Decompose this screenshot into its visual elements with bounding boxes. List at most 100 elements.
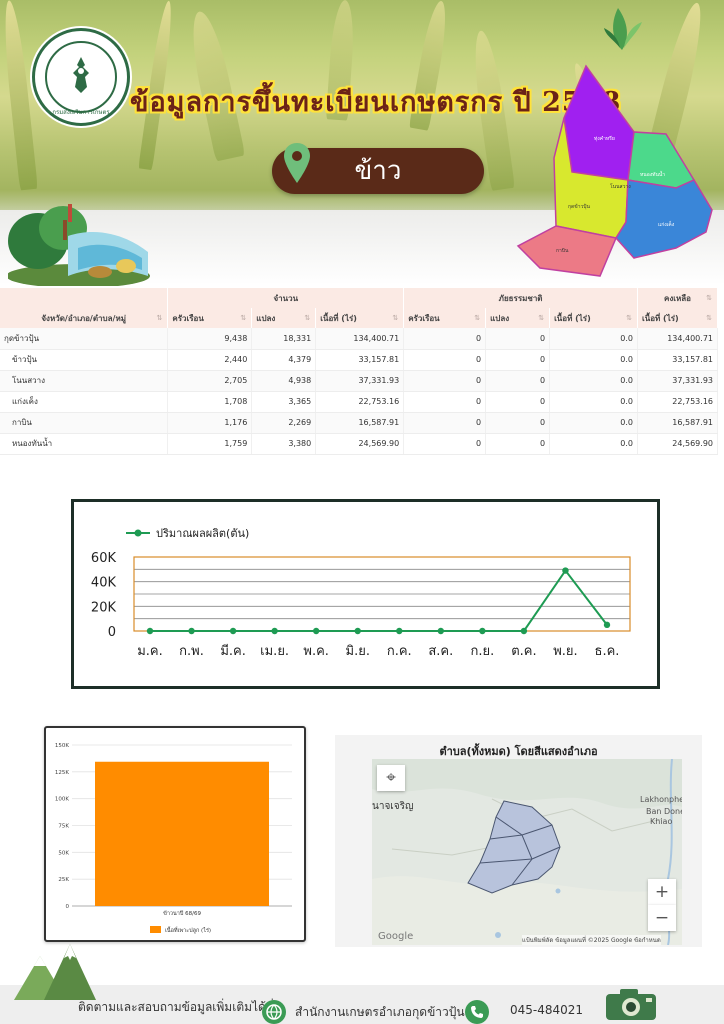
map-place-label: Lakhonpheng [640,795,682,804]
x-tick-label: ม.ค. [137,644,163,659]
column-header-disaster-plots[interactable]: แปลง ⇅ [485,308,551,328]
table-cell-value: 33,157.81 [315,349,405,371]
subdistrict-map[interactable]: ⌖ นาจเจริญ Lakhonpheng Ban Done Khiao + … [372,759,682,945]
mountain-icon [14,944,96,1000]
table-cell-value: 0.0 [549,349,638,371]
google-logo: Google [378,931,414,942]
sort-icon: ⇅ [474,314,480,322]
table-cell-value: 1,708 [167,391,253,413]
x-tick-label: ก.ย. [470,644,494,659]
table-cell-value: 0 [403,412,487,434]
table-cell-area-name: หนองทันน้ำ [0,433,169,455]
table-cell-area-name: โนนสวาง [0,370,169,392]
column-header-disaster-area[interactable]: เนื้อที่ (ไร่) ⇅ [549,308,638,328]
table-cell-value: 2,269 [251,412,317,434]
x-tick-label: ธ.ค. [595,644,620,659]
x-tick-label: พ.ค. [303,644,329,659]
data-point [437,627,445,635]
table-cell-value: 0 [403,349,487,371]
table-cell-value: 0 [403,328,487,350]
x-tick-label: ต.ค. [511,644,536,659]
table-row: กุดข้าวปุ้น 9,438 18,331 134,400.71 0 0 0.0 134… [0,328,719,350]
camera-icon [606,989,656,1020]
column-header-area-rai[interactable]: เนื้อที่ (ไร่) ⇅ [315,308,405,328]
table-row: กาบิน 1,176 2,269 16,587.91 0 0 0.0 16,587.91 [0,412,719,434]
sort-icon: ⇅ [240,314,246,322]
footer-office-name: สำนักงานเกษตรอำเภอกุดข้าวปุ้น [295,1005,465,1019]
table-cell-value: 0 [485,349,551,371]
y-tick-label: 50K [58,850,69,856]
table-cell-value: 0 [403,370,487,392]
legend-marker [134,529,142,537]
table-cell-value: 1,176 [167,412,253,434]
footer-follow-text: ติดตามและสอบถามข้อมูลเพิ่มเติมได้ที่ [78,1000,274,1014]
y-tick-label: 0 [108,625,116,640]
zoom-in-button[interactable]: + [648,879,676,905]
table-row: ข้าวปุ้น 2,440 4,379 33,157.81 0 0 0.0 33,157.8… [0,349,719,371]
data-point [562,567,569,574]
table-cell-value: 0.0 [549,433,638,455]
data-point [188,627,195,635]
column-header-remaining-area[interactable]: เนื้อที่ (ไร่) ⇅ [637,308,719,328]
group-header-remaining[interactable]: คงเหลือ ⇅ [637,288,719,308]
sort-icon: ⇅ [304,314,310,322]
legend-label: ปริมาณผลผลิต(ตัน) [156,527,249,540]
column-header-area[interactable]: จังหวัด/อำเภอ/ตำบล/หมู่ ⇅ [0,308,169,328]
column-header-households[interactable]: ครัวเรือน ⇅ [167,308,253,328]
table-cell-value: 37,331.93 [315,370,405,392]
footer-phone-number[interactable]: 045-484021 [510,1003,584,1017]
table-cell-value: 0.0 [549,412,638,434]
table-cell-value: 3,365 [251,391,317,413]
svg-text:หนองทันน้ำ: หนองทันน้ำ [640,169,665,178]
table-cell-value: 1,759 [167,433,253,455]
data-point [229,627,237,635]
y-tick-label: 20K [91,600,117,615]
table-cell-value: 37,331.93 [637,370,719,392]
map-place-label: Khiao [650,817,673,826]
x-tick-label: ก.ค. [387,644,412,659]
production-line-chart: ปริมาณผลผลิต(ตัน) 60K 40K 20K 0 ม.ค. ก.พ. มี.ค.… [71,499,660,689]
svg-text:โนนสวาง: โนนสวาง [610,183,631,190]
zoom-out-button[interactable]: − [648,905,676,931]
table-cell-value: 4,938 [251,370,317,392]
svg-text:ทุ่งคำหรีย: ทุ่งคำหรีย [594,135,615,142]
table-cell-value: 24,569.90 [637,433,719,455]
table-cell-value: 3,380 [251,433,317,455]
series-line [150,568,608,632]
column-header-plots[interactable]: แปลง ⇅ [251,308,317,328]
footer-bar: ติดตามและสอบถามข้อมูลเพิ่มเติมได้ที่ [0,985,724,1024]
map-title: ตำบล(ทั้งหมด) โดยสีแสดงอำเภอ [439,745,598,758]
locate-icon[interactable]: ⌖ [377,765,405,791]
x-tick-label: ก.พ. [179,644,204,659]
table-cell-value: 0 [403,391,487,413]
table-cell-value: 0 [403,433,487,455]
legend-swatch [150,926,161,933]
table-cell-value: 134,400.71 [315,328,405,350]
x-tick-label: เม.ย. [260,644,289,659]
table-row: หนองทันน้ำ 1,759 3,380 24,569.90 0 0 0.0 24,569… [0,433,719,455]
x-tick-label: มิ.ย. [346,644,370,659]
svg-text:กุดข้าวปุ้น: กุดข้าวปุ้น [568,203,590,210]
column-header-disaster-households[interactable]: ครัวเรือน ⇅ [403,308,487,328]
y-tick-label: 40K [91,576,117,591]
group-header-total: จำนวน [167,288,405,308]
map-place-label: Ban Done [646,807,682,816]
map-attribution[interactable]: แป้นพิมพ์ลัด ข้อมูลแผนที่ ©2025 Google ข… [522,935,661,945]
table-cell-value: 0.0 [549,328,638,350]
globe-icon [262,1000,286,1024]
table-cell-value: 2,705 [167,370,253,392]
x-tick-label: ข้าวนาปี 68/69 [163,910,201,917]
waterfall-illustration [8,204,150,286]
table-cell-value: 4,379 [251,349,317,371]
table-cell-value: 0 [485,370,551,392]
x-tick-label: ส.ค. [428,644,453,659]
table-cell-value: 2,440 [167,349,253,371]
table-cell-value: 22,753.16 [315,391,405,413]
table-cell-value: 16,587.91 [637,412,719,434]
sort-icon: ⇅ [156,314,162,322]
y-tick-label: 100K [55,797,69,803]
data-point [146,627,154,635]
svg-text:กาบิน: กาบิน [556,247,569,254]
district-map: ทุ่งคำหรีย หนองทันน้ำ โนนสวาง กุดข้าวปุ้… [516,64,713,277]
leaf-icon [604,8,642,50]
